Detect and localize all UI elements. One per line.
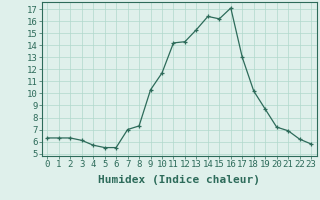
X-axis label: Humidex (Indice chaleur): Humidex (Indice chaleur) — [98, 175, 260, 185]
